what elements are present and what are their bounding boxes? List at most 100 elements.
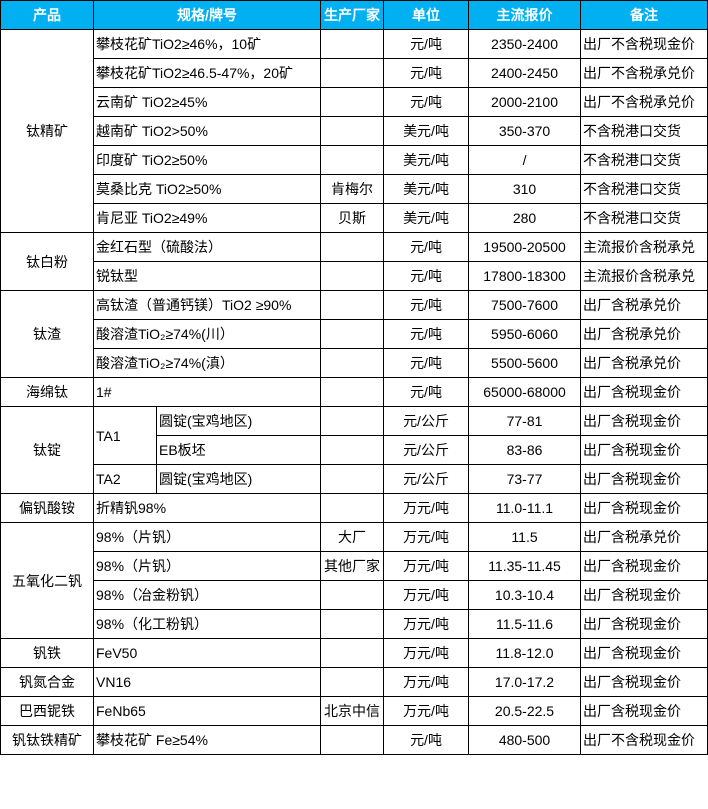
spec-cell: 98%（片钒） — [92, 522, 322, 552]
price-cell: 7500-7600 — [468, 290, 582, 320]
table-row: 98%（冶金粉钒） 万元/吨 10.3-10.4 出厂含税现金价 — [1, 580, 708, 610]
unit-cell: 万元/吨 — [383, 493, 470, 523]
maker-cell — [320, 638, 385, 668]
note-cell: 出厂不含税承兑价 — [580, 87, 708, 117]
price-cell: 11.5-11.6 — [468, 609, 582, 639]
price-cell: 11.35-11.45 — [468, 551, 582, 581]
maker-cell — [320, 261, 385, 291]
unit-cell: 元/公斤 — [383, 435, 470, 465]
spec-cell: 肯尼亚 TiO2≥49% — [92, 203, 322, 233]
header-note: 备注 — [580, 0, 708, 30]
header-product: 产品 — [0, 0, 94, 30]
maker-cell — [320, 145, 385, 175]
maker-cell — [320, 232, 385, 262]
product-cell: 巴西铌铁 — [0, 696, 94, 726]
price-cell: 73-77 — [468, 464, 582, 494]
price-cell: / — [468, 145, 582, 175]
spec-cell: 攀枝花矿TiO2≥46.5-47%，20矿 — [92, 58, 322, 88]
table-row: 海绵钛 1# 元/吨 65000-68000 出厂含税现金价 — [0, 377, 708, 407]
note-cell: 出厂含税现金价 — [580, 377, 708, 407]
table-row: 锐钛型 元/吨 17800-18300 主流报价含税承兑 — [1, 261, 708, 291]
unit-cell: 元/公斤 — [383, 464, 470, 494]
unit-cell: 万元/吨 — [383, 522, 470, 552]
note-cell: 不含税港口交货 — [580, 174, 708, 204]
unit-cell: 元/吨 — [383, 232, 470, 262]
note-cell: 出厂含税现金价 — [580, 667, 708, 697]
note-cell: 出厂含税承兑价 — [580, 290, 708, 320]
price-cell: 17800-18300 — [468, 261, 582, 291]
product-cell: 海绵钛 — [0, 377, 94, 407]
maker-cell — [320, 464, 385, 494]
note-cell: 出厂含税现金价 — [580, 609, 708, 639]
product-cell: 偏钒酸铵 — [0, 493, 94, 523]
unit-cell: 元/吨 — [383, 319, 470, 349]
maker-cell: 肯梅尔 — [320, 174, 385, 204]
spec-cell: 98%（片钒） — [92, 551, 322, 581]
note-cell: 出厂含税现金价 — [580, 435, 708, 465]
product-cell: 钒铁 — [0, 638, 94, 668]
table-row: 钒钛铁精矿 攀枝花矿 Fe≥54% 元/吨 480-500 出厂不含税现金价 — [0, 725, 708, 755]
header-price: 主流报价 — [468, 0, 582, 30]
unit-cell: 万元/吨 — [383, 696, 470, 726]
maker-cell: 其他厂家 — [320, 551, 385, 581]
price-cell: 77-81 — [468, 406, 582, 436]
note-cell: 出厂不含税承兑价 — [580, 58, 708, 88]
price-cell: 2000-2100 — [468, 87, 582, 117]
note-cell: 出厂含税现金价 — [580, 406, 708, 436]
note-cell: 不含税港口交货 — [580, 203, 708, 233]
header-row: 产品 规格/牌号 生产厂家 单位 主流报价 备注 — [0, 0, 708, 30]
table-body: 钛精矿 攀枝花矿TiO2≥46%，10矿 元/吨 2350-2400 出厂不含税现金价攀… — [0, 29, 708, 755]
maker-cell: 贝斯 — [320, 203, 385, 233]
spec-cell: 98%（化工粉钒） — [92, 609, 322, 639]
table-row: 钛渣 高钛渣（普通钙镁）TiO2 ≥90% 元/吨 7500-7600 出厂含税承兑价 — [0, 290, 708, 378]
note-cell: 出厂不含税现金价 — [580, 725, 708, 755]
note-cell: 主流报价含税承兑 — [580, 232, 708, 262]
maker-cell — [320, 609, 385, 639]
spec-cell: 高钛渣（普通钙镁）TiO2 ≥90% — [92, 290, 322, 320]
unit-cell: 美元/吨 — [383, 145, 470, 175]
unit-cell: 元/吨 — [383, 87, 470, 117]
unit-cell: 元/吨 — [383, 261, 470, 291]
note-cell: 出厂含税现金价 — [580, 638, 708, 668]
grade-cell: TA2 — [93, 464, 157, 494]
unit-cell: 元/吨 — [383, 29, 470, 59]
spec-cell: 折精钒98% — [92, 493, 322, 523]
unit-cell: 元/吨 — [383, 58, 470, 88]
table-row: 钛锭 TA1 圆锭(宝鸡地区) 元/公斤 77-81 出厂含税现金价 — [0, 406, 708, 494]
price-cell: 5500-5600 — [468, 348, 582, 378]
note-cell: 出厂含税承兑价 — [580, 319, 708, 349]
product-cell: 钒氮合金 — [0, 667, 94, 697]
maker-cell — [320, 406, 385, 436]
price-table: 产品 规格/牌号 生产厂家 单位 主流报价 备注 钛精矿 攀枝花矿TiO2≥46%… — [0, 0, 708, 755]
price-cell: 2350-2400 — [468, 29, 582, 59]
maker-cell — [320, 435, 385, 465]
spec-cell: 金红石型（硫酸法） — [92, 232, 322, 262]
product-cell: 钛精矿 — [0, 29, 94, 233]
price-cell: 2400-2450 — [468, 58, 582, 88]
unit-cell: 元/吨 — [383, 725, 470, 755]
price-cell: 11.5 — [468, 522, 582, 552]
price-cell: 83-86 — [468, 435, 582, 465]
unit-cell: 美元/吨 — [383, 174, 470, 204]
table-row: 98%（片钒） 其他厂家 万元/吨 11.35-11.45 出厂含税现金价 — [1, 551, 708, 581]
unit-cell: 万元/吨 — [383, 638, 470, 668]
unit-cell: 美元/吨 — [383, 116, 470, 146]
unit-cell: 元/公斤 — [383, 406, 470, 436]
maker-cell — [320, 58, 385, 88]
unit-cell: 元/吨 — [383, 377, 470, 407]
spec-cell: 酸溶渣TiO₂≥74%(川） — [92, 319, 322, 349]
maker-cell — [320, 29, 385, 59]
spec-cell: VN16 — [92, 667, 322, 697]
spec-cell: 1# — [92, 377, 322, 407]
unit-cell: 元/吨 — [383, 290, 470, 320]
table-row: 印度矿 TiO2≥50% 美元/吨 / 不含税港口交货 — [1, 145, 708, 175]
note-cell: 出厂含税承兑价 — [580, 522, 708, 552]
table-row: 越南矿 TiO2>50% 美元/吨 350-370 不含税港口交货 — [1, 116, 708, 146]
price-cell: 310 — [468, 174, 582, 204]
table-row: 偏钒酸铵 折精钒98% 万元/吨 11.0-11.1 出厂含税现金价 — [0, 493, 708, 523]
maker-cell: 北京中信 — [320, 696, 385, 726]
unit-cell: 万元/吨 — [383, 667, 470, 697]
price-cell: 5950-6060 — [468, 319, 582, 349]
price-cell: 10.3-10.4 — [468, 580, 582, 610]
table-row: TA2 圆锭(宝鸡地区) 元/公斤 73-77 出厂含税现金价 — [1, 464, 708, 494]
